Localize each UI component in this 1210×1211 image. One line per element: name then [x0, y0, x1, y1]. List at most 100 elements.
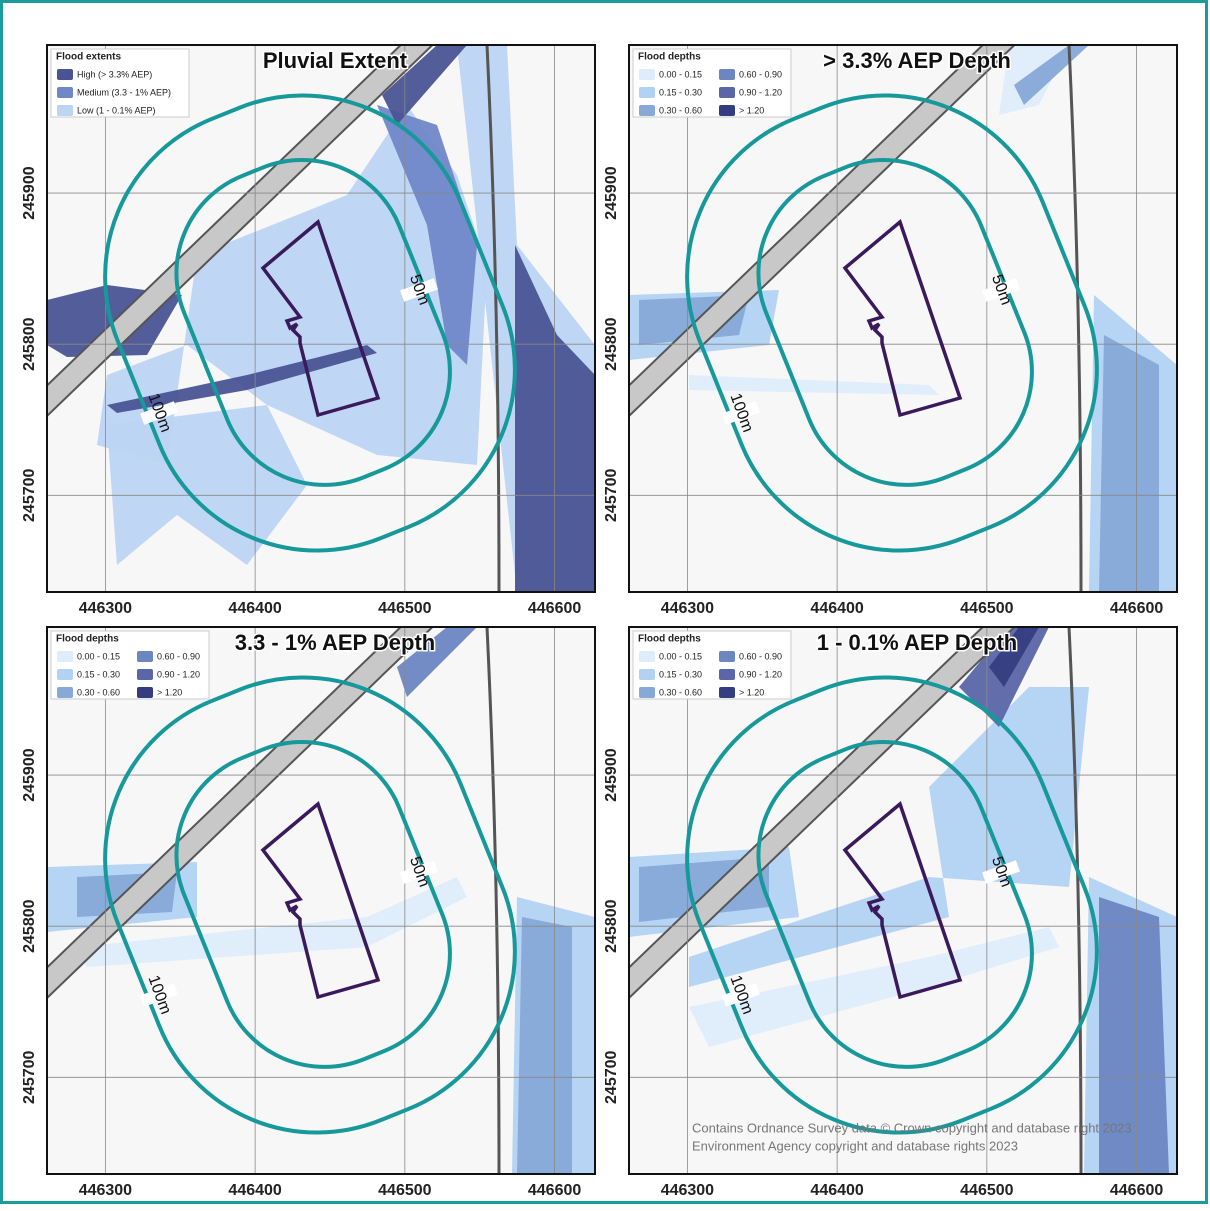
legend-swatch	[719, 687, 735, 698]
x-tick-label: 446400	[810, 1182, 863, 1199]
legend-swatch	[57, 669, 73, 680]
buffer-100m	[103, 93, 517, 553]
legend-title: Flood depths	[638, 52, 701, 63]
x-tick-label: 446500	[960, 600, 1013, 617]
buffer-50m	[174, 158, 452, 487]
legend: Flood depths 0.00 - 0.15 0.15 - 0.30 0.30 -…	[632, 630, 792, 700]
legend-swatch	[57, 687, 73, 698]
legend: Flood depths 0.00 - 0.15 0.15 - 0.30 0.30 -…	[632, 48, 792, 118]
x-tick-label: 446600	[1110, 600, 1163, 617]
legend: Flood depths 0.00 - 0.15 0.15 - 0.30 0.30 -…	[50, 630, 210, 700]
buffer-50m	[174, 740, 452, 1069]
y-tick-label: 245700	[603, 468, 620, 521]
legend-title: Flood extents	[56, 52, 121, 63]
legend-swatch	[57, 87, 73, 98]
legend-label: 0.30 - 0.60	[659, 687, 702, 697]
legend-swatch	[639, 87, 655, 98]
legend-label: 0.15 - 0.30	[77, 669, 120, 679]
x-tick-label: 446300	[79, 600, 132, 617]
buffer-label-bg	[400, 860, 438, 884]
buffer-label-bg	[140, 983, 178, 1007]
site-boundary	[260, 219, 381, 418]
legend-title: Flood depths	[56, 634, 119, 645]
flood-area	[77, 877, 467, 967]
legend-swatch	[719, 87, 735, 98]
legend-label: 0.60 - 0.90	[739, 69, 782, 79]
panel-title: > 3.3% AEP Depth	[823, 48, 1011, 73]
panel-title: Pluvial Extent	[263, 48, 408, 73]
buffer-100m	[685, 93, 1099, 553]
buffer-50m	[756, 740, 1034, 1069]
y-tick-label: 245900	[21, 748, 38, 801]
legend-label: 0.30 - 0.60	[77, 687, 120, 697]
legend-swatch	[719, 69, 735, 80]
legend-swatch	[639, 651, 655, 662]
legend-label: > 1.20	[739, 105, 764, 115]
buffer-100m	[103, 675, 517, 1135]
legend-swatch	[137, 687, 153, 698]
buffer-label-bg	[140, 401, 178, 425]
legend-label: 0.30 - 0.60	[659, 105, 702, 115]
road	[629, 627, 1014, 997]
legend-label: 0.60 - 0.90	[739, 651, 782, 661]
flood-area	[107, 345, 377, 413]
x-tick-label: 446300	[661, 600, 714, 617]
legend-title: Flood depths	[638, 634, 701, 645]
x-tick-label: 446300	[661, 1182, 714, 1199]
flood-area	[689, 687, 1089, 987]
panel-title: 1 - 0.1% AEP Depth	[817, 630, 1018, 655]
x-tick-label: 446400	[810, 600, 863, 617]
legend-swatch	[639, 687, 655, 698]
flood-area	[377, 105, 477, 365]
attribution: Contains Ordnance Survey data © Crown co…	[692, 1120, 1132, 1135]
legend-label: 0.90 - 1.20	[739, 669, 782, 679]
legend-swatch	[137, 651, 153, 662]
y-tick-label: 245900	[603, 748, 620, 801]
x-tick-label: 446600	[528, 1182, 581, 1199]
y-tick-label: 245800	[603, 317, 620, 370]
buffer-100m	[685, 675, 1099, 1135]
legend-label: > 1.20	[157, 687, 182, 697]
legend-label: Medium (3.3 - 1% AEP)	[77, 87, 171, 97]
legend-swatch	[639, 69, 655, 80]
buffer-label-bg	[400, 278, 438, 302]
buffer-label-bg	[982, 860, 1020, 884]
legend-swatch	[57, 69, 73, 80]
y-tick-label: 245800	[21, 899, 38, 952]
flood-area	[382, 45, 467, 125]
legend-label: 0.90 - 1.20	[157, 669, 200, 679]
legend-label: High (> 3.3% AEP)	[77, 69, 152, 79]
map-border	[46, 44, 596, 593]
x-tick-label: 446500	[378, 1182, 431, 1199]
legend-label: 0.15 - 0.30	[659, 669, 702, 679]
flood-area	[989, 627, 1039, 687]
attribution: Environment Agency copyright and databas…	[692, 1138, 1018, 1153]
road	[47, 627, 432, 997]
legend-label: 0.60 - 0.90	[157, 651, 200, 661]
x-tick-label: 446400	[228, 1182, 281, 1199]
map-border	[628, 44, 1178, 593]
flood-area	[515, 245, 595, 592]
legend-label: 0.00 - 0.15	[659, 69, 702, 79]
x-tick-label: 446500	[960, 1182, 1013, 1199]
legend-box	[632, 48, 792, 118]
flood-area	[689, 927, 1059, 1047]
y-tick-label: 245700	[603, 1050, 620, 1103]
y-tick-label: 245800	[21, 317, 38, 370]
map-border	[46, 626, 596, 1175]
site-boundary	[842, 801, 963, 1000]
panel-title: 3.3 - 1% AEP Depth	[235, 630, 436, 655]
flood-area	[689, 375, 939, 395]
y-tick-label: 245900	[603, 166, 620, 219]
map-border	[628, 626, 1178, 1175]
legend-label: 0.15 - 0.30	[659, 87, 702, 97]
legend: Flood extents High (> 3.3% AEP) Medium (3.…	[50, 48, 190, 118]
x-tick-label: 446600	[528, 600, 581, 617]
